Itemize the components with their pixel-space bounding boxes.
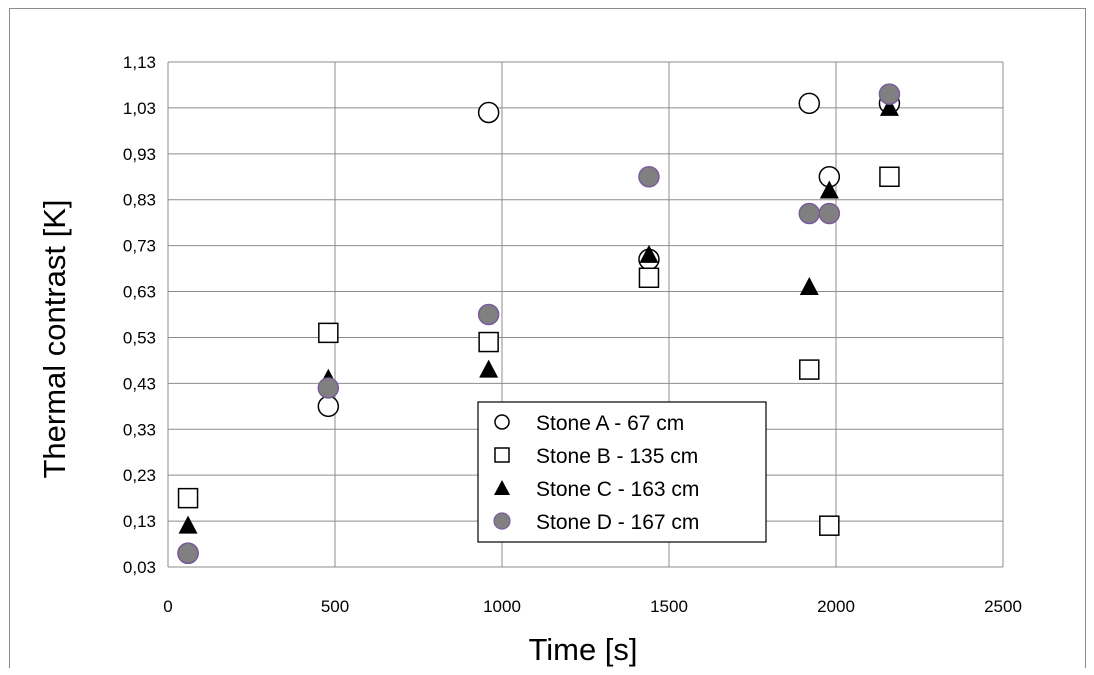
legend-marker: [493, 512, 511, 530]
data-point: [317, 377, 340, 399]
legend-label: Stone D - 167 cm: [536, 511, 699, 534]
series-b: [177, 166, 900, 536]
data-point: [639, 244, 659, 263]
y-tick-label: 0,93: [123, 145, 156, 164]
y-tick-label: 0,63: [123, 283, 156, 302]
y-tick-label: 0,53: [123, 328, 156, 347]
legend-item: Stone B - 135 cm: [494, 445, 698, 468]
data-point: [819, 180, 839, 199]
data-point: [879, 97, 899, 116]
legend-marker: [494, 480, 510, 495]
legend-marker: [494, 447, 510, 463]
series-c: [178, 97, 899, 534]
chart-frame: [9, 8, 1086, 668]
data-point: [798, 202, 821, 225]
y-tick-label: 0,83: [123, 191, 156, 210]
x-tick-label: 1500: [650, 597, 688, 616]
x-axis-title: Time [s]: [528, 632, 637, 667]
series-d: [177, 83, 901, 564]
legend-item: Stone A - 67 cm: [494, 412, 684, 435]
x-tick-label: 2500: [984, 597, 1022, 616]
data-point: [638, 267, 660, 289]
data-point: [799, 359, 820, 380]
legend: Stone A - 67 cm Stone B - 135 cm Stone C -…: [477, 401, 767, 543]
y-tick-label: 0,03: [123, 558, 156, 577]
data-point: [638, 166, 660, 188]
data-point: [478, 331, 499, 353]
x-tick-label: 500: [321, 597, 349, 616]
x-tick-label: 2000: [817, 597, 855, 616]
data-point: [879, 166, 900, 188]
legend-item: Stone D - 167 cm: [493, 511, 699, 534]
data-point: [818, 202, 841, 225]
data-point: [878, 83, 901, 105]
data-point: [177, 487, 199, 509]
data-point: [798, 92, 821, 115]
y-tick-labels: 0,03 0,13 0,23 0,33 0,43 0,53 0,63 0,73 0,83 0,93…: [123, 53, 156, 577]
y-tick-label: 0,23: [123, 466, 156, 485]
data-point: [178, 515, 198, 534]
y-tick-label: 0,43: [123, 374, 156, 393]
y-tick-label: 0,13: [123, 512, 156, 531]
legend-label: Stone A - 67 cm: [536, 412, 684, 435]
data-point: [177, 542, 199, 564]
data-point: [479, 359, 499, 378]
data-point: [477, 303, 500, 326]
legend-marker: [494, 414, 510, 430]
y-tick-label: 0,73: [123, 237, 156, 256]
grid-lines: [167, 61, 1004, 568]
data-point: [477, 101, 500, 124]
x-tick-label: 0: [163, 597, 172, 616]
y-tick-label: 1,13: [123, 53, 156, 72]
data-point: [317, 395, 340, 418]
y-axis-title: Thermal contrast [K]: [37, 199, 72, 478]
legend-label: Stone B - 135 cm: [536, 445, 698, 468]
data-points: [177, 83, 901, 564]
x-tick-label: 1000: [483, 597, 521, 616]
data-point: [799, 276, 819, 295]
legend-box: [477, 401, 767, 543]
legend-label: Stone C - 163 cm: [536, 478, 699, 501]
y-tick-label: 0,33: [123, 420, 156, 439]
data-point: [318, 322, 339, 344]
legend-item: Stone C - 163 cm: [494, 478, 699, 501]
y-tick-label: 1,03: [123, 99, 156, 118]
data-point: [819, 515, 840, 536]
x-tick-labels: 0 500 1000 1500 2000 2500: [163, 597, 1022, 616]
